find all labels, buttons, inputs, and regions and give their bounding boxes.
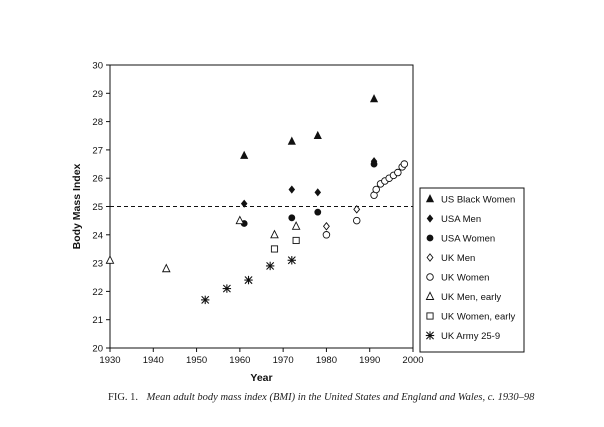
y-tick-label: 26 bbox=[92, 174, 103, 185]
data-point-us-black-women bbox=[240, 150, 249, 159]
plot-area bbox=[109, 64, 414, 349]
data-point-usa-men bbox=[288, 185, 296, 194]
y-tick-label: 30 bbox=[92, 61, 103, 72]
legend-label-us-black-women: US Black Women bbox=[441, 195, 515, 206]
data-point-uk-men-early bbox=[291, 221, 301, 230]
legend-marker-uk-women-early bbox=[426, 312, 434, 320]
x-tick-label: 1950 bbox=[186, 355, 207, 366]
legend-marker-uk-men bbox=[426, 253, 434, 262]
data-point-usa-men bbox=[240, 199, 248, 208]
figure-caption: FIG. 1. Mean adult body mass index (BMI)… bbox=[108, 392, 535, 403]
data-point-usa-women bbox=[370, 160, 378, 168]
x-tick-label: 1990 bbox=[359, 355, 380, 366]
legend-marker-uk-army-25-9 bbox=[425, 331, 435, 340]
y-tick-label: 23 bbox=[92, 259, 103, 270]
x-axis: 1930 1940 1950 1960 1970 1980 1990 2000 bbox=[99, 348, 424, 366]
data-point-uk-women bbox=[394, 168, 402, 177]
data-point-uk-women-early bbox=[292, 236, 300, 245]
data-point-us-black-women bbox=[369, 94, 379, 103]
legend-label-uk-women: UK Women bbox=[441, 273, 489, 284]
x-tick-label: 1930 bbox=[99, 355, 120, 366]
data-point-uk-men-early bbox=[105, 255, 115, 264]
x-tick-label: 1970 bbox=[273, 355, 294, 366]
data-point-uk-army-25-9 bbox=[265, 261, 275, 271]
caption-label: FIG. 1. bbox=[108, 392, 138, 403]
y-tick-label: 22 bbox=[92, 287, 103, 298]
data-point-uk-army-25-9 bbox=[287, 256, 296, 265]
data-points bbox=[105, 94, 409, 305]
y-tick-label: 21 bbox=[92, 315, 103, 326]
data-point-uk-women bbox=[352, 216, 361, 225]
caption-text: Mean adult body mass index (BMI) in the … bbox=[146, 392, 536, 403]
data-point-uk-men-early bbox=[161, 263, 171, 273]
legend-label-uk-men-early: UK Men, early bbox=[441, 292, 501, 303]
y-tick-label: 28 bbox=[92, 117, 103, 128]
x-tick-label: 2000 bbox=[402, 355, 423, 366]
data-point-uk-women bbox=[372, 185, 380, 194]
x-tick-label: 1940 bbox=[143, 355, 164, 366]
legend-label-uk-men: UK Men bbox=[441, 253, 475, 264]
data-point-usa-women bbox=[288, 214, 296, 222]
x-tick-label: 1960 bbox=[229, 355, 250, 366]
data-point-usa-women bbox=[314, 208, 322, 216]
data-point-uk-women-early bbox=[270, 245, 279, 253]
data-point-uk-men bbox=[353, 205, 361, 214]
legend-box bbox=[419, 187, 525, 353]
data-point-uk-men-early bbox=[235, 215, 245, 225]
legend-marker-uk-women bbox=[426, 273, 434, 281]
y-tick-label: 29 bbox=[92, 89, 103, 100]
data-point-uk-army-25-9 bbox=[222, 284, 232, 293]
data-point-uk-men-early bbox=[270, 229, 279, 239]
data-point-usa-men bbox=[314, 188, 322, 197]
y-tick-label: 20 bbox=[92, 344, 103, 355]
legend-label-uk-army-25-9: UK Army 25-9 bbox=[441, 331, 500, 342]
y-axis: 20 21 22 23 24 25 26 27 28 29 30 bbox=[92, 61, 110, 355]
legend-label-usa-women: USA Women bbox=[441, 234, 495, 245]
y-tick-label: 27 bbox=[92, 145, 103, 156]
legend-marker-us-black-women bbox=[425, 194, 435, 203]
legend-marker-usa-men bbox=[426, 214, 434, 223]
data-point-uk-army-25-9 bbox=[201, 295, 210, 305]
data-point-uk-army-25-9 bbox=[244, 275, 253, 285]
data-point-us-black-women bbox=[287, 136, 296, 145]
data-point-uk-women bbox=[322, 231, 331, 239]
data-point-uk-women bbox=[400, 160, 409, 168]
x-axis-title: Year bbox=[250, 372, 272, 384]
y-tick-label: 25 bbox=[92, 202, 103, 213]
data-point-uk-men bbox=[322, 221, 330, 231]
legend-marker-usa-women bbox=[426, 234, 434, 242]
legend: US Black Women USA Men USA Women UK Men UK W… bbox=[419, 187, 525, 353]
y-axis-title: Body Mass Index bbox=[71, 163, 83, 249]
data-point-us-black-women bbox=[313, 130, 322, 140]
legend-marker-uk-men-early bbox=[425, 291, 435, 300]
x-tick-label: 1980 bbox=[316, 355, 337, 366]
y-tick-label: 24 bbox=[92, 230, 103, 241]
legend-label-uk-women-early: UK Women, early bbox=[441, 312, 516, 323]
legend-label-usa-men: USA Men bbox=[441, 214, 481, 225]
